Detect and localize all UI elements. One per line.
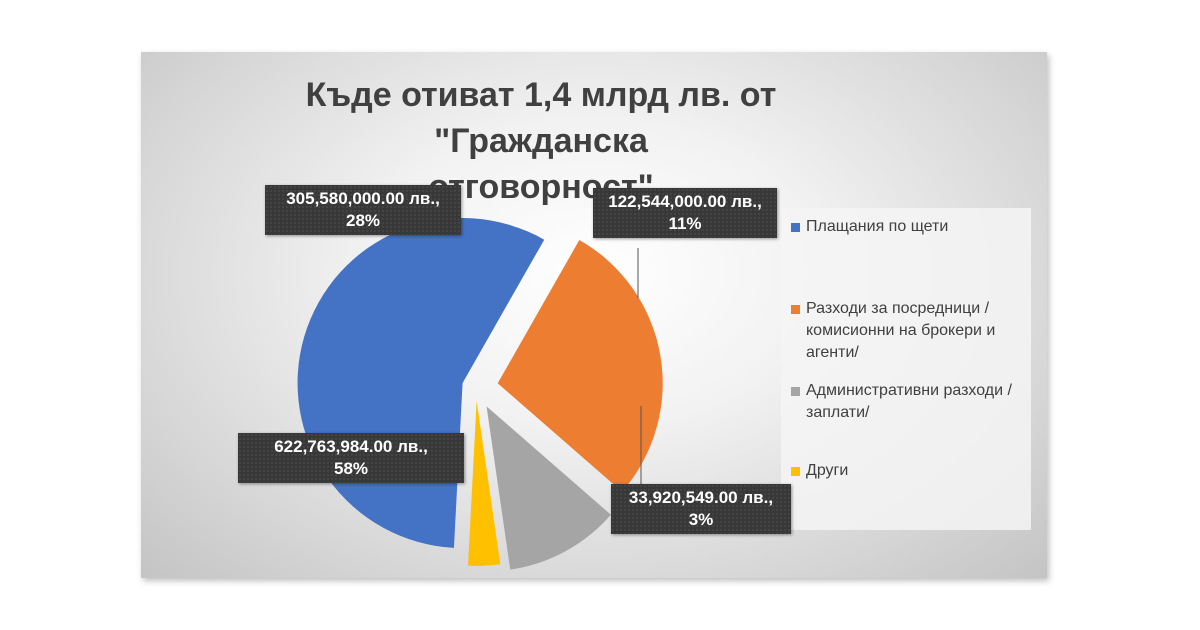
legend-item-claims: Плащания по щети — [791, 216, 1031, 238]
pie-slice-intermediaries — [497, 239, 663, 492]
chart-panel: Къде отиват 1,4 млрд лв. от "Гражданска … — [141, 52, 1047, 578]
legend-item-other: Други — [791, 460, 1031, 482]
legend-swatch-intermediaries — [791, 305, 800, 314]
legend: Плащания по щети Разходи за посредници /… — [781, 208, 1031, 530]
data-label-other: 33,920,549.00 лв., 3% — [611, 484, 791, 534]
data-label-intermediaries: 305,580,000.00 лв., 28% — [265, 185, 461, 235]
legend-item-intermediaries: Разходи за посредници /комисионни на бро… — [791, 298, 1031, 364]
data-label-admin: 122,544,000.00 лв., 11% — [593, 188, 777, 238]
legend-label-intermediaries: Разходи за посредници /комисионни на бро… — [806, 300, 996, 361]
legend-swatch-claims — [791, 223, 800, 232]
pie-slice-other — [468, 400, 501, 566]
chart-title: Къде отиват 1,4 млрд лв. от "Гражданска … — [305, 76, 777, 206]
legend-item-admin: Административни разходи /заплати/ — [791, 380, 1031, 424]
legend-label-admin: Административни разходи /заплати/ — [806, 382, 1012, 421]
legend-swatch-admin — [791, 387, 800, 396]
pie-slice-admin — [486, 406, 611, 570]
legend-label-claims: Плащания по щети — [806, 218, 949, 235]
data-label-claims: 622,763,984.00 лв., 58% — [238, 433, 464, 483]
legend-label-other: Други — [806, 462, 849, 479]
legend-swatch-other — [791, 467, 800, 476]
